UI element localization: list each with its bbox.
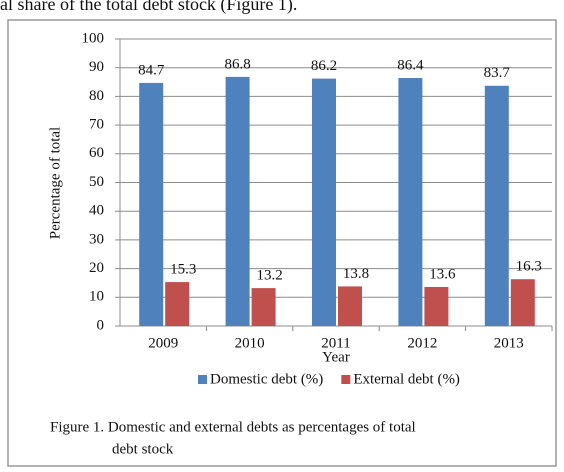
y-axis-label: Percentage of total: [47, 127, 63, 239]
bar: [510, 279, 535, 326]
legend-label: Domestic debt (%): [210, 371, 323, 387]
y-tick-label: 50: [89, 174, 104, 190]
bar: [251, 288, 276, 326]
data-label: 86.8: [224, 56, 250, 72]
y-tick-label: 60: [89, 145, 104, 161]
y-tick-label: 20: [89, 260, 104, 276]
y-tick-label: 90: [89, 59, 104, 75]
x-tick-label: 2010: [235, 335, 265, 351]
bar: [165, 282, 190, 326]
x-tick-label: 2012: [407, 335, 437, 351]
legend-swatch: [341, 375, 351, 384]
y-tick-label: 70: [89, 117, 104, 133]
y-tick-label: 40: [89, 203, 104, 219]
y-tick-label: 30: [89, 231, 104, 247]
caption-line: Figure 1. Domestic and external debts as…: [50, 419, 416, 435]
x-tick-label: 2009: [148, 335, 178, 351]
x-tick-label: 2011: [321, 335, 350, 351]
context-text: al share of the total debt stock (Figure…: [0, 0, 297, 15]
data-label: 16.3: [516, 259, 542, 275]
x-axis-label: Year: [322, 349, 350, 365]
x-tick-label: 2013: [494, 335, 524, 351]
bar: [338, 286, 362, 326]
figure-frame: [7, 19, 557, 467]
bar: [484, 85, 509, 326]
data-label: 13.8: [343, 266, 369, 282]
bar: [312, 78, 336, 326]
y-tick-label: 0: [97, 317, 105, 333]
data-label: 13.2: [256, 268, 282, 284]
bar: [139, 82, 164, 326]
data-label: 15.3: [170, 262, 196, 278]
data-label: 86.4: [397, 57, 424, 73]
y-tick-label: 100: [82, 30, 105, 46]
y-tick-label: 80: [89, 88, 104, 104]
data-label: 13.6: [429, 266, 456, 282]
data-label: 86.2: [311, 58, 337, 74]
data-label: 83.7: [484, 65, 511, 81]
bar: [225, 76, 250, 326]
legend-label: External debt (%): [353, 371, 460, 387]
data-label: 84.7: [138, 62, 165, 78]
bar: [398, 78, 423, 326]
legend-swatch: [198, 375, 207, 384]
y-tick-label: 10: [89, 289, 104, 305]
bar: [424, 286, 449, 326]
caption-line: debt stock: [112, 441, 174, 457]
